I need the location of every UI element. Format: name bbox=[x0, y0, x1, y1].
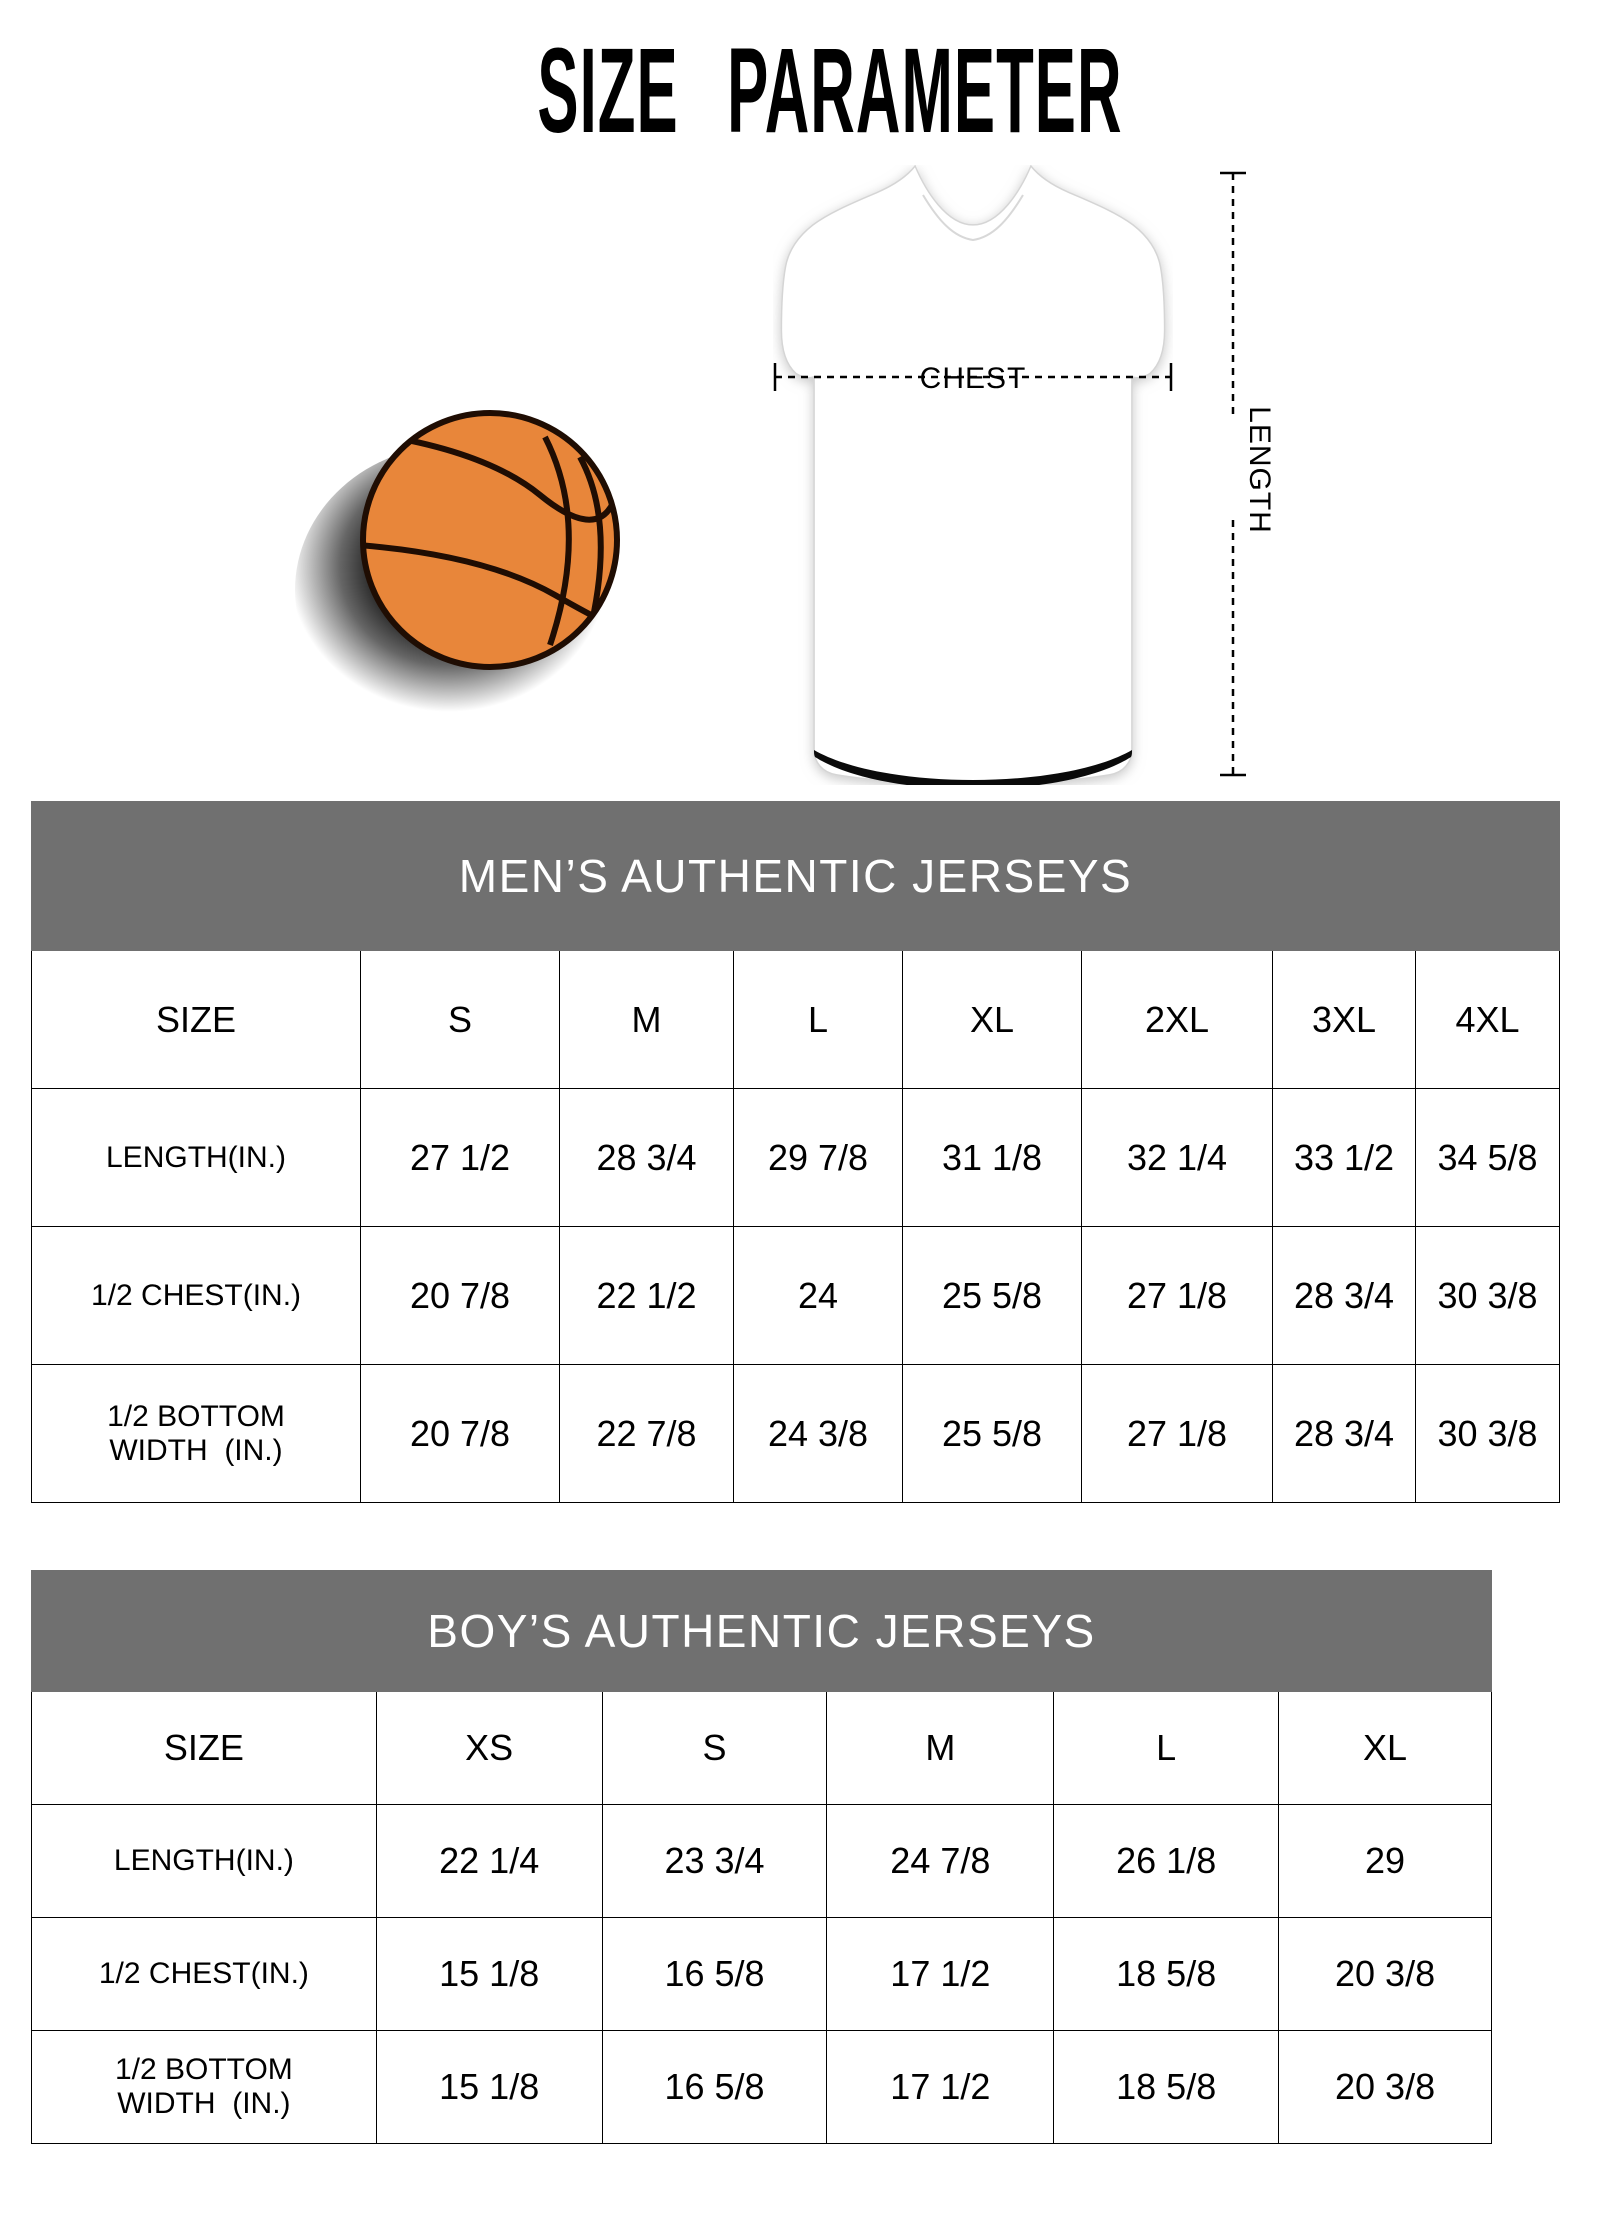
svg-text:LENGTH: LENGTH bbox=[1243, 406, 1275, 534]
svg-text:CHEST: CHEST bbox=[920, 362, 1027, 395]
